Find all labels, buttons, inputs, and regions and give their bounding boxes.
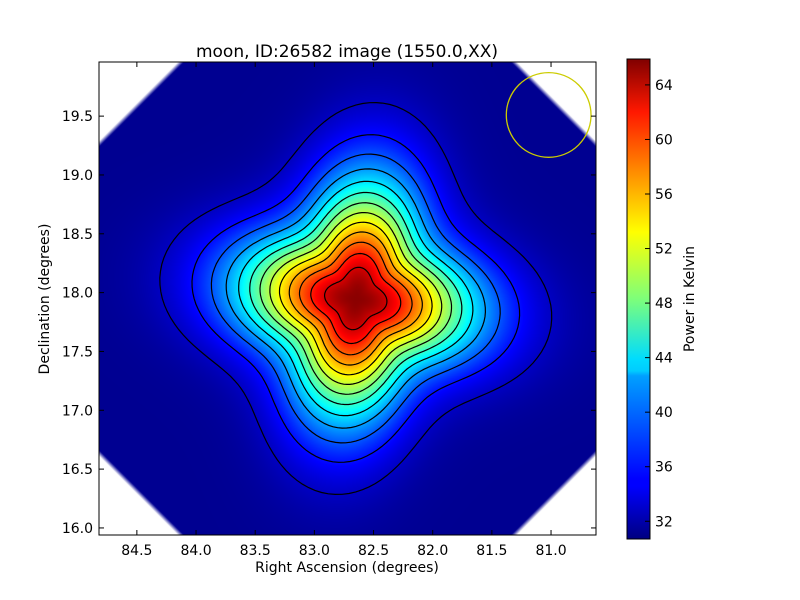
- contour-line: [159, 101, 553, 496]
- x-axis: 84.5 84.0 83.5 83.0 82.5 82.0 81.5 81.0: [121, 62, 567, 559]
- colorbar-tick-label: 40: [655, 405, 673, 421]
- x-tick-label: 84.0: [180, 543, 211, 559]
- contour-line: [238, 180, 474, 417]
- contour-line: [191, 134, 521, 463]
- colorbar: 32 36 40 44 48 52 56 60 64 Power in Kelvin: [626, 58, 698, 540]
- plot-frame: [98, 61, 597, 536]
- chart-title: moon, ID:26582 image (1550.0,XX): [196, 42, 498, 62]
- colorbar-label: Power in Kelvin: [682, 246, 698, 352]
- x-tick-label: 83.5: [240, 543, 271, 559]
- y-tick-label: 19.5: [62, 109, 93, 125]
- contour-line: [225, 168, 487, 429]
- colorbar-ticks: 32 36 40 44 48 52 56 60 64: [645, 78, 673, 530]
- x-axis-label: Right Ascension (degrees): [255, 560, 439, 576]
- contour-line: [324, 266, 388, 331]
- y-tick-label: 16.5: [62, 462, 93, 478]
- colorbar-tick-label: 52: [655, 242, 673, 258]
- x-tick-label: 83.0: [299, 543, 330, 559]
- y-axis-label: Declination (degrees): [37, 224, 53, 375]
- contour-line: [249, 191, 463, 406]
- colorbar-gradient: [626, 58, 651, 540]
- x-tick-label: 81.5: [476, 543, 507, 559]
- colorbar-tick-label: 44: [655, 351, 673, 367]
- contour-line: [269, 212, 443, 385]
- contour-line: [210, 153, 501, 444]
- colorbar-tick-label: 56: [655, 187, 673, 203]
- colorbar-tick-label: 64: [655, 78, 673, 94]
- colorbar-tick-label: 32: [655, 514, 673, 530]
- contour-line: [259, 202, 453, 395]
- y-tick-label: 19.0: [62, 168, 93, 184]
- x-tick-label: 82.0: [417, 543, 448, 559]
- colorbar-tick-label: 36: [655, 460, 673, 476]
- colorbar-tick-label: 48: [655, 296, 673, 312]
- contour-line: [278, 221, 433, 376]
- heatmap-image: [99, 62, 596, 535]
- y-tick-label: 16.0: [62, 521, 93, 537]
- contour-line: [310, 252, 402, 345]
- beam-circle: [505, 71, 592, 158]
- contour-line: [288, 231, 423, 366]
- contour-line: [298, 241, 413, 356]
- y-tick-label: 18.5: [62, 227, 93, 243]
- y-axis: 16.0 16.5 17.0 17.5 18.0 18.5 19.0 19.5: [62, 109, 596, 537]
- x-tick-label: 82.5: [358, 543, 389, 559]
- y-tick-label: 17.0: [62, 403, 93, 419]
- contour-lines: [159, 101, 553, 496]
- y-tick-label: 18.0: [62, 286, 93, 302]
- y-tick-label: 17.5: [62, 344, 93, 360]
- x-tick-label: 81.0: [535, 543, 566, 559]
- colorbar-tick-label: 60: [655, 132, 673, 148]
- x-tick-label: 84.5: [121, 543, 152, 559]
- plot-area: [98, 61, 597, 536]
